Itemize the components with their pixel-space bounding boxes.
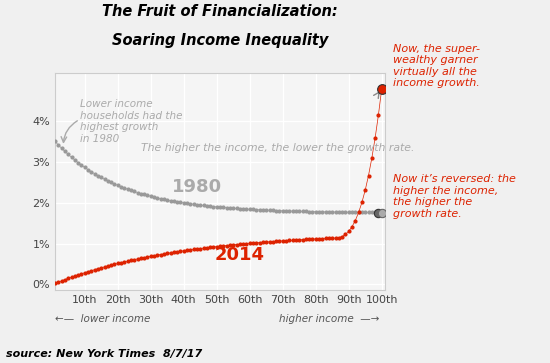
Text: Now, the super-
wealthy garner
virtually all the
income growth.: Now, the super- wealthy garner virtually… bbox=[393, 44, 480, 88]
Text: 1980: 1980 bbox=[172, 178, 222, 196]
Text: higher income  —→: higher income —→ bbox=[279, 314, 380, 324]
Text: Soaring Income Inequality: Soaring Income Inequality bbox=[112, 33, 328, 48]
Text: The Fruit of Financialization:: The Fruit of Financialization: bbox=[102, 4, 338, 19]
Text: Now it’s reversed: the
higher the income,
the higher the
growth rate.: Now it’s reversed: the higher the income… bbox=[393, 174, 516, 219]
Text: The higher the income, the lower the growth rate.: The higher the income, the lower the gro… bbox=[141, 143, 414, 153]
Text: ←—  lower income: ←— lower income bbox=[55, 314, 150, 324]
Text: source: New York Times  8/7/17: source: New York Times 8/7/17 bbox=[6, 349, 202, 359]
Text: Lower income
households had the
highest growth
in 1980: Lower income households had the highest … bbox=[80, 99, 182, 144]
Text: 2014: 2014 bbox=[215, 246, 265, 264]
